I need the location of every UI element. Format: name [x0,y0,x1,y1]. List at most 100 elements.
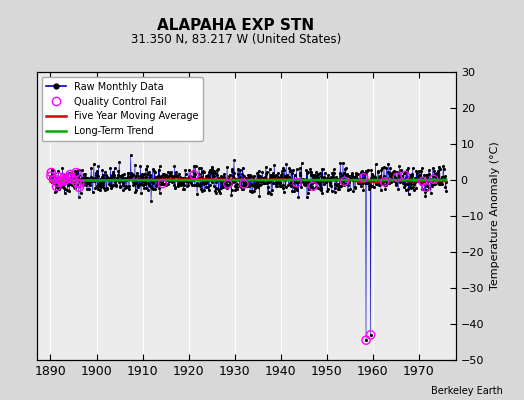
Point [94,163,103,169]
Point [383,175,391,182]
Point [336,174,345,180]
Point [53,179,62,186]
Point [334,186,342,192]
Point [104,175,112,182]
Point [149,176,158,182]
Point [190,182,199,188]
Point [432,172,440,179]
Point [367,183,376,190]
Point [350,175,358,182]
Point [106,174,115,180]
Point [203,174,212,180]
Point [125,183,134,189]
Point [48,167,56,173]
Point [368,170,376,177]
Point [67,173,75,179]
Point [244,174,253,180]
Point [441,173,449,179]
Point [300,177,309,184]
Point [216,177,225,184]
Point [188,177,196,183]
Point [62,172,70,178]
Point [137,190,145,196]
Point [324,176,333,182]
Point [335,170,344,176]
Point [410,181,418,188]
Point [151,177,159,183]
Point [145,181,154,188]
Point [274,174,282,180]
Point [128,179,137,185]
Point [370,176,379,182]
Point [140,184,148,191]
Point [92,172,101,178]
Point [402,174,410,181]
Point [50,180,59,186]
Point [59,177,67,183]
Point [89,176,97,183]
Point [162,172,171,178]
Legend: Raw Monthly Data, Quality Control Fail, Five Year Moving Average, Long-Term Tren: Raw Monthly Data, Quality Control Fail, … [41,77,203,141]
Point [389,168,398,174]
Point [415,173,423,179]
Point [434,168,442,175]
Point [210,183,218,190]
Point [124,170,132,176]
Point [96,187,105,193]
Point [188,176,196,182]
Point [410,177,419,184]
Point [219,177,227,184]
Point [50,173,58,180]
Point [217,185,225,192]
Point [51,189,60,196]
Point [332,174,340,180]
Point [211,170,219,176]
Point [268,169,277,176]
Point [208,178,216,185]
Point [88,176,96,182]
Point [230,157,238,163]
Point [392,174,400,181]
Text: Berkeley Earth: Berkeley Earth [431,386,503,396]
Point [68,182,76,189]
Point [427,190,435,196]
Point [194,176,202,182]
Point [236,173,245,180]
Point [366,332,375,338]
Point [405,174,413,180]
Point [108,169,117,176]
Point [405,191,413,198]
Point [247,181,255,188]
Point [314,185,322,191]
Point [71,172,79,178]
Point [439,177,447,183]
Point [342,180,351,187]
Point [423,183,432,190]
Point [244,172,253,178]
Point [159,181,168,188]
Point [263,169,271,176]
Point [224,181,232,188]
Point [241,181,249,187]
Point [364,180,373,186]
Point [423,174,431,180]
Point [235,182,244,189]
Point [267,175,276,182]
Point [166,172,174,178]
Point [283,172,291,178]
Point [198,188,206,194]
Point [66,179,74,186]
Point [268,186,277,193]
Point [289,178,297,184]
Point [321,170,329,176]
Point [67,170,75,176]
Point [138,181,146,188]
Point [325,177,333,183]
Point [70,184,79,190]
Point [158,181,167,187]
Point [199,178,208,184]
Point [277,172,285,178]
Point [81,170,90,177]
Point [271,182,280,189]
Point [431,181,440,187]
